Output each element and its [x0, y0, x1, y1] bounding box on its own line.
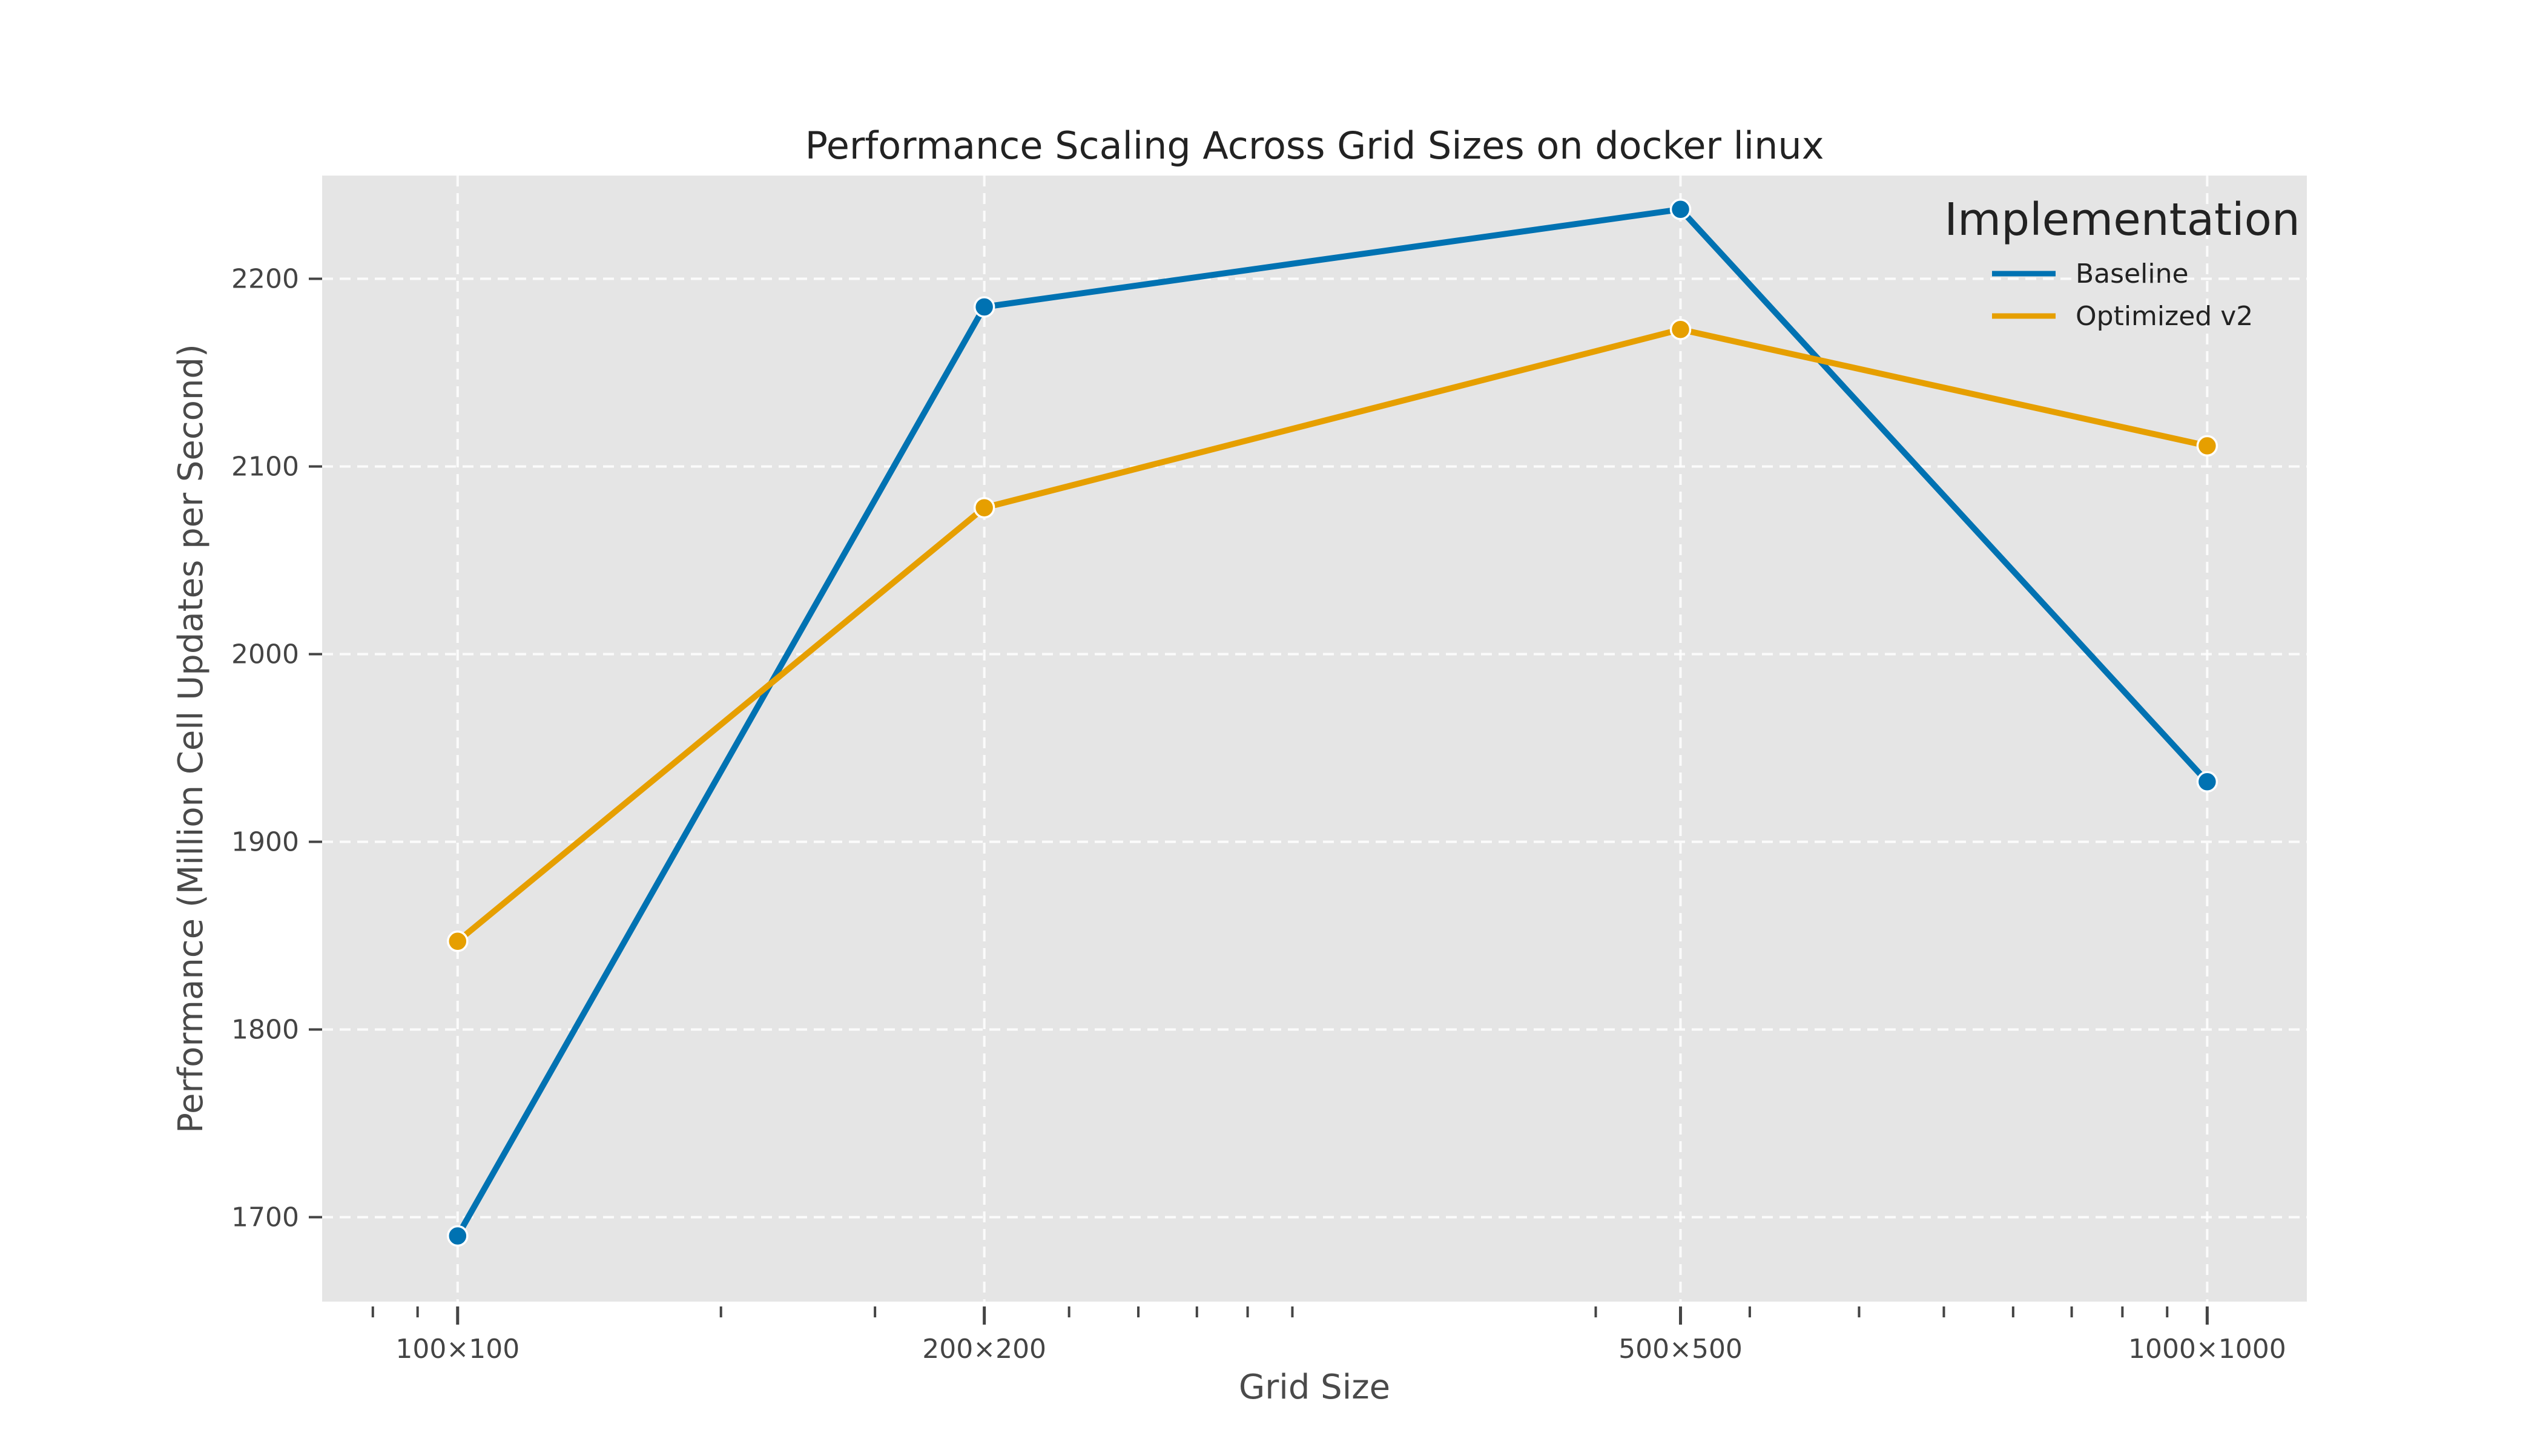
x-tick-label: 200×200: [922, 1334, 1046, 1365]
x-tick-label: 500×500: [1618, 1334, 1743, 1365]
data-point-baseline: [1669, 199, 1692, 220]
chart-title: Performance Scaling Across Grid Sizes on…: [805, 124, 1824, 168]
y-axis-label: Performance (Million Cell Updates per Se…: [171, 344, 211, 1133]
data-point-optimized-v2: [2196, 435, 2218, 457]
data-point-baseline: [973, 296, 995, 318]
axis-ticks: 1700 1800 1900 2000 2100 2200 100×100 200×200 50…: [231, 264, 2286, 1365]
y-tick-label: 1700: [231, 1202, 299, 1233]
y-tick-label: 2200: [231, 264, 299, 295]
series-line-baseline: [454, 206, 2211, 1239]
data-point-baseline: [2196, 771, 2218, 793]
series-lines: [454, 206, 2211, 1239]
series-line-optimized-v2: [454, 326, 2211, 944]
plot-background: [322, 176, 2307, 1302]
data-point-optimized-v2: [1669, 318, 1692, 340]
legend: Implementation Baseline Optimized v2: [1944, 194, 2300, 332]
y-tick-label: 1900: [231, 827, 299, 858]
grid: [322, 176, 2307, 1302]
y-tick-label: 1800: [231, 1015, 299, 1046]
legend-label-optimized-v2: Optimized v2: [2076, 301, 2253, 332]
legend-label-baseline: Baseline: [2076, 259, 2189, 289]
x-axis-label: Grid Size: [1239, 1368, 1390, 1407]
data-point-optimized-v2: [973, 496, 995, 519]
x-tick-label: 1000×1000: [2128, 1334, 2286, 1365]
x-tick-label: 100×100: [395, 1334, 519, 1365]
legend-title: Implementation: [1944, 194, 2300, 246]
y-tick-label: 2000: [231, 639, 299, 670]
data-point-baseline: [447, 1225, 469, 1247]
series-markers: [447, 199, 2218, 1247]
y-tick-label: 2100: [231, 452, 299, 483]
data-point-optimized-v2: [447, 931, 469, 952]
